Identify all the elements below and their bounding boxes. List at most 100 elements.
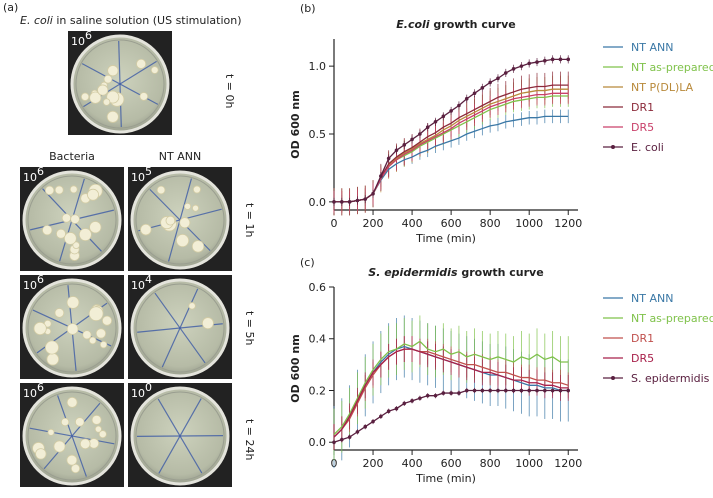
- y-tick-label: 0.5: [309, 128, 327, 141]
- data-point: [527, 61, 531, 66]
- colony: [54, 185, 64, 195]
- data-point: [449, 109, 453, 113]
- x-tick-label: 800: [480, 457, 501, 470]
- dilution-base: 10: [71, 35, 85, 48]
- data-point: [511, 388, 516, 393]
- panel-label: (c): [300, 256, 315, 269]
- colony: [97, 84, 109, 96]
- petri-rim: [135, 175, 225, 265]
- y-tick-label: 0.2: [309, 384, 327, 397]
- data-point: [457, 103, 461, 108]
- data-point: [418, 132, 422, 136]
- colony: [191, 240, 205, 253]
- marker-line: [136, 435, 224, 437]
- data-point: [433, 119, 438, 124]
- legend-label: E. coli: [631, 141, 664, 154]
- legend-marker: [611, 145, 615, 149]
- data-point: [418, 396, 422, 401]
- colony: [192, 185, 201, 194]
- data-point: [558, 57, 563, 62]
- chart-title: S. epidermidis growth curve: [368, 266, 543, 279]
- data-point: [449, 391, 453, 395]
- y-tick-label: 1.0: [309, 60, 327, 73]
- plate-photo: 10 5: [128, 165, 232, 271]
- colony: [103, 74, 113, 84]
- legend-label: DR5: [631, 352, 654, 365]
- data-point: [441, 391, 446, 395]
- plate-photo: 10 6: [20, 165, 124, 271]
- colony: [69, 185, 78, 194]
- data-point: [394, 148, 399, 153]
- data-point: [488, 388, 492, 393]
- legend-label: NT ANN: [631, 292, 673, 305]
- data-point: [496, 76, 500, 81]
- colony: [106, 110, 119, 123]
- dilution-exponent: 6: [37, 381, 44, 394]
- x-tick-label: 1200: [554, 217, 582, 230]
- colony: [94, 425, 102, 433]
- y-tick-label: 0.6: [309, 281, 327, 294]
- colony: [42, 224, 53, 236]
- legend-label: NT P(DL)LA: [631, 81, 694, 94]
- series-line: [333, 348, 569, 438]
- dilution-exponent: 6: [85, 29, 92, 42]
- data-point: [535, 60, 539, 64]
- colony: [60, 417, 70, 427]
- colony: [80, 92, 90, 101]
- data-point: [550, 388, 555, 393]
- colony: [140, 223, 152, 236]
- colony: [89, 91, 102, 104]
- data-point: [480, 388, 485, 393]
- dilution-base: 10: [23, 279, 37, 292]
- plate-photo: 10 6: [20, 273, 124, 379]
- colony: [63, 232, 77, 245]
- panel-label: (a): [3, 1, 18, 14]
- legend-label: S. epidermidis: [631, 372, 710, 385]
- colony: [53, 440, 66, 453]
- series-line: [333, 389, 569, 443]
- plate-photo: 10 6: [68, 29, 172, 135]
- colony: [44, 185, 55, 196]
- colony: [188, 302, 196, 310]
- colony: [107, 65, 119, 77]
- colony: [87, 188, 99, 201]
- title-rest: in saline solution (US stimulation): [53, 14, 242, 27]
- data-point: [464, 96, 469, 101]
- dilution-base: 10: [23, 387, 37, 400]
- colony: [99, 340, 108, 349]
- legend-marker: [611, 376, 615, 380]
- data-point: [472, 91, 477, 96]
- time-label: t = 1h: [243, 203, 256, 238]
- dilution-exponent: 6: [37, 273, 44, 286]
- data-point: [347, 435, 352, 439]
- data-point: [543, 388, 547, 393]
- data-point: [425, 125, 430, 130]
- colony: [72, 241, 80, 249]
- data-point: [433, 393, 438, 398]
- dilution-exponent: 0: [145, 381, 152, 394]
- colony: [44, 340, 60, 355]
- colony: [47, 428, 55, 436]
- data-point: [566, 57, 571, 62]
- time-label: t = 5h: [243, 311, 256, 346]
- title-rest: growth curve: [458, 266, 544, 279]
- data-point: [543, 58, 547, 63]
- data-point: [511, 67, 516, 71]
- x-tick-label: 200: [363, 457, 384, 470]
- data-point: [410, 399, 414, 403]
- colony: [54, 308, 65, 318]
- y-tick-label: 0.4: [309, 333, 327, 346]
- data-point: [379, 414, 383, 419]
- colony: [66, 454, 78, 466]
- x-axis-label: Time (min): [415, 472, 476, 485]
- data-point: [410, 137, 414, 142]
- series-line: [333, 348, 569, 438]
- colony: [66, 323, 79, 335]
- colony: [66, 396, 78, 408]
- y-tick-label: 0.0: [309, 436, 327, 449]
- data-point: [480, 86, 485, 90]
- x-tick-label: 200: [363, 217, 384, 230]
- colony: [46, 352, 60, 366]
- x-tick-label: 0: [331, 217, 338, 230]
- data-point: [332, 200, 336, 204]
